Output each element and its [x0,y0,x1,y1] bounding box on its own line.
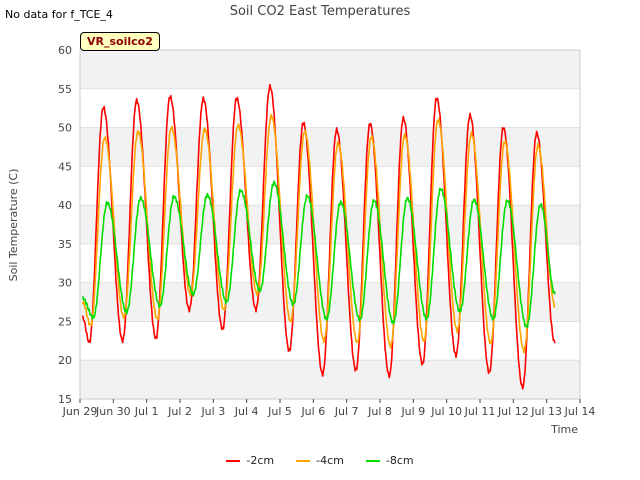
x-tick-label: Jul 10 [430,405,462,418]
legend-item: -4cm [296,454,344,467]
x-axis-label: Time [550,423,578,436]
y-tick-label: 30 [58,277,72,290]
x-tick-label: Jul 8 [367,405,392,418]
y-tick-label: 50 [58,122,72,135]
x-tick-label: Jun 30 [95,405,131,418]
legend: -2cm -4cm -8cm [0,454,640,467]
series-line-minus-8cm [81,180,556,329]
y-tick-label: 55 [58,83,72,96]
x-tick-label: Jul 4 [234,405,259,418]
y-tick-label: 35 [58,238,72,251]
x-tick-label: Jul 5 [267,405,292,418]
x-tick-label: Jul 1 [134,405,159,418]
legend-label: -2cm [246,454,275,467]
legend-swatch [296,459,311,462]
grid-band [80,360,580,399]
grid-band [80,127,580,167]
x-tick-label: Jul 2 [167,405,192,418]
y-tick-label: 45 [58,160,72,173]
legend-swatch [226,459,241,462]
no-data-note: No data for f_TCE_4 [5,8,113,21]
x-tick-label: Jul 7 [334,405,359,418]
y-axis-label: Soil Temperature (C) [7,169,20,282]
legend-label: -8cm [385,454,414,467]
y-tick-label: 40 [58,199,72,212]
x-tick-label: Jul 9 [400,405,425,418]
x-tick-label: Jul 12 [497,405,529,418]
x-tick-label: Jul 3 [200,405,225,418]
x-tick-label: Jul 14 [564,405,596,418]
grid-band [80,50,580,89]
y-tick-label: 25 [58,315,72,328]
y-tick-label: 15 [58,393,72,406]
site-badge: VR_soilco2 [80,32,160,51]
chart-title: Soil CO2 East Temperatures [229,4,411,19]
x-tick-label: Jul 13 [530,405,562,418]
y-tick-label: 20 [58,354,72,367]
x-tick-label: Jul 6 [300,405,325,418]
legend-label: -4cm [316,454,344,467]
legend-item: -8cm [365,454,414,467]
series-line-minus-2cm [81,83,556,390]
x-tick-label: Jun 29 [62,405,98,418]
series-line-minus-4cm [81,113,556,354]
legend-item: -2cm [226,454,274,467]
plot-area [79,49,581,400]
y-tick-label: 60 [58,44,72,57]
legend-swatch [365,459,380,462]
x-tick-label: Jul 11 [464,405,496,418]
